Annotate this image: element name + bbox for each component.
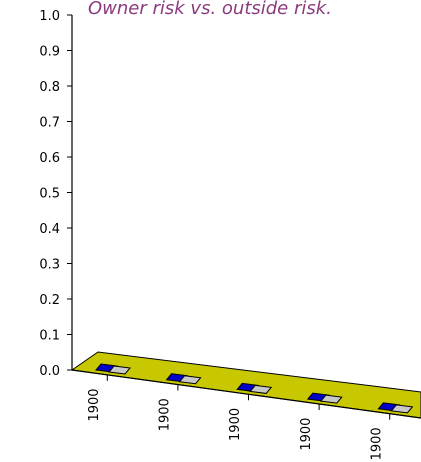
bar-series-2 [108,365,131,375]
x-axis-line [71,369,421,419]
y-axis-ticks: 0.0 0.1 0.2 0.3 0.4 0.5 0.6 0.7 0.8 0.9 1.0 [39,9,72,379]
bar-series-2 [178,375,202,385]
y-tick-label: 0.4 [39,222,60,237]
x-tick-label: 1900 [228,408,243,441]
bar-series-2 [319,394,343,404]
y-tick-label: 0.0 [39,364,60,379]
chart-title: Owner risk vs. outside risk. [88,0,332,19]
bar-marks [95,363,414,414]
x-tick-label: 1900 [369,427,384,460]
bar-series-2 [249,384,273,394]
x-axis-ticks: 1900 1900 1900 1900 1900 [87,374,391,460]
y-tick-label: 1.0 [39,9,60,24]
y-tick-label: 0.6 [39,151,60,166]
y-tick-label: 0.9 [39,45,60,60]
y-tick-label: 0.2 [39,293,60,308]
x-tick-label: 1900 [87,388,102,421]
bar-series-2 [390,404,414,414]
y-tick-label: 0.1 [39,329,60,344]
y-tick-label: 0.5 [39,187,60,202]
y-tick-label: 0.8 [39,80,60,95]
y-tick-label: 0.7 [39,116,60,131]
x-tick-label: 1900 [299,418,314,451]
x-tick-label: 1900 [158,398,173,431]
y-tick-label: 0.3 [39,258,60,273]
